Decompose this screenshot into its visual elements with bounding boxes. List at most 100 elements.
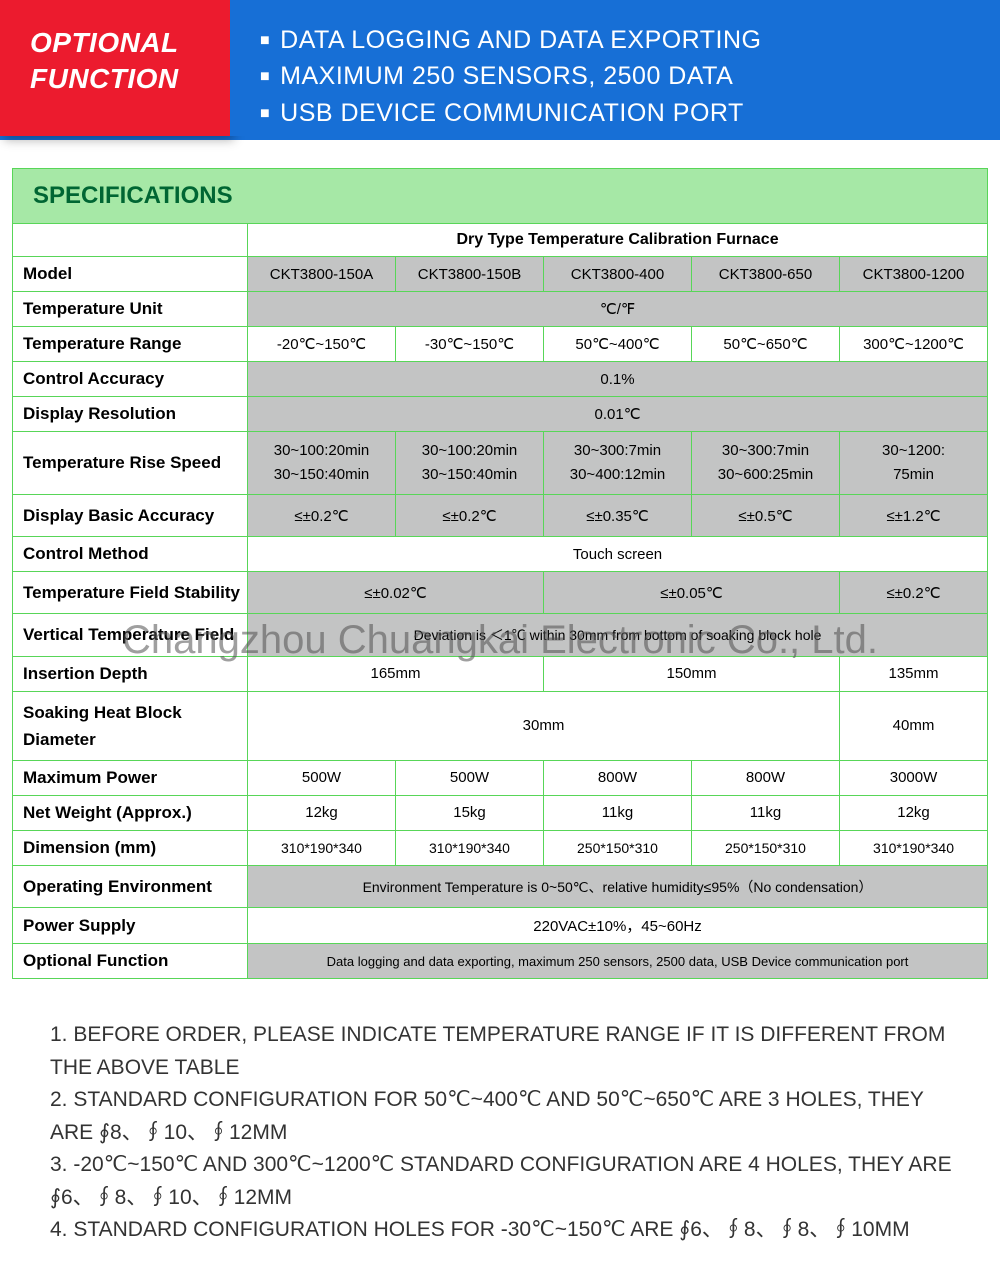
row-label: Temperature Unit	[13, 292, 248, 327]
header-left-line2: FUNCTION	[30, 61, 220, 97]
table-row: Vertical Temperature Field Deviation is …	[13, 614, 988, 656]
cell: 300℃~1200℃	[840, 327, 988, 362]
cell: 12kg	[840, 795, 988, 830]
cell: 11kg	[544, 795, 692, 830]
cell: ≤±0.2℃	[248, 495, 396, 537]
cell: 50℃~650℃	[692, 327, 840, 362]
row-label: Dimension (mm)	[13, 830, 248, 865]
cell: CKT3800-150A	[248, 257, 396, 292]
row-label: Maximum Power	[13, 760, 248, 795]
row-label: Optional Function	[13, 944, 248, 979]
cell: ≤±0.02℃	[248, 572, 544, 614]
table-row: Temperature Field Stability ≤±0.02℃ ≤±0.…	[13, 572, 988, 614]
cell: 800W	[692, 760, 840, 795]
header-left-line1: OPTIONAL	[30, 25, 220, 61]
row-label: Control Method	[13, 537, 248, 572]
cell: -20℃~150℃	[248, 327, 396, 362]
cell: ≤±0.5℃	[692, 495, 840, 537]
cell: 30~300:7min 30~400:12min	[544, 432, 692, 495]
cell: CKT3800-1200	[840, 257, 988, 292]
cell: 135mm	[840, 656, 988, 691]
table-row: Insertion Depth 165mm 150mm 135mm	[13, 656, 988, 691]
cell: 250*150*310	[544, 830, 692, 865]
row-label: Temperature Range	[13, 327, 248, 362]
table-row: Display Resolution 0.01℃	[13, 397, 988, 432]
cell: Touch screen	[248, 537, 988, 572]
row-empty-label	[13, 224, 248, 257]
cell: 40mm	[840, 691, 988, 760]
cell: CKT3800-150B	[396, 257, 544, 292]
cell: ≤±0.05℃	[544, 572, 840, 614]
note-line: 3. -20℃~150℃ AND 300℃~1200℃ STANDARD CON…	[50, 1149, 960, 1214]
spec-title: SPECIFICATIONS	[23, 176, 981, 216]
cell: ℃/℉	[248, 292, 988, 327]
note-line: 1. BEFORE ORDER, PLEASE INDICATE TEMPERA…	[50, 1019, 960, 1084]
cell: 500W	[396, 760, 544, 795]
row-label: Power Supply	[13, 908, 248, 944]
cell: 50℃~400℃	[544, 327, 692, 362]
table-row: Power Supply 220VAC±10%，45~60Hz	[13, 908, 988, 944]
cell: 30~1200: 75min	[840, 432, 988, 495]
spec-subtitle: Dry Type Temperature Calibration Furnace	[248, 224, 988, 257]
row-label: Net Weight (Approx.)	[13, 795, 248, 830]
cell: 30~100:20min 30~150:40min	[248, 432, 396, 495]
table-row: Maximum Power 500W 500W 800W 800W 3000W	[13, 760, 988, 795]
table-row: Temperature Unit ℃/℉	[13, 292, 988, 327]
cell: ≤±0.2℃	[396, 495, 544, 537]
cell: 250*150*310	[692, 830, 840, 865]
row-label: Display Resolution	[13, 397, 248, 432]
cell: 165mm	[248, 656, 544, 691]
spec-table: SPECIFICATIONS Dry Type Temperature Cali…	[12, 168, 988, 979]
table-row: Net Weight (Approx.) 12kg 15kg 11kg 11kg…	[13, 795, 988, 830]
cell: 0.1%	[248, 362, 988, 397]
cell: 220VAC±10%，45~60Hz	[248, 908, 988, 944]
header-left: OPTIONAL FUNCTION	[0, 0, 230, 136]
cell: 500W	[248, 760, 396, 795]
header-banner: OPTIONAL FUNCTION DATA LOGGING AND DATA …	[0, 0, 1000, 140]
row-label: Control Accuracy	[13, 362, 248, 397]
cell: 800W	[544, 760, 692, 795]
cell: 30~300:7min 30~600:25min	[692, 432, 840, 495]
table-row: Control Accuracy 0.1%	[13, 362, 988, 397]
table-row: Optional Function Data logging and data …	[13, 944, 988, 979]
row-label: Insertion Depth	[13, 656, 248, 691]
cell: CKT3800-650	[692, 257, 840, 292]
cell: 3000W	[840, 760, 988, 795]
header-right: DATA LOGGING AND DATA EXPORTING MAXIMUM …	[230, 0, 1000, 136]
cell: ≤±0.2℃	[840, 572, 988, 614]
cell: Environment Temperature is 0~50℃、relativ…	[248, 865, 988, 907]
header-bullet: DATA LOGGING AND DATA EXPORTING	[260, 22, 980, 58]
cell: 15kg	[396, 795, 544, 830]
table-row: Model CKT3800-150A CKT3800-150B CKT3800-…	[13, 257, 988, 292]
row-label: Soaking Heat Block Diameter	[13, 691, 248, 760]
cell: 310*190*340	[840, 830, 988, 865]
cell: -30℃~150℃	[396, 327, 544, 362]
cell: Data logging and data exporting, maximum…	[248, 944, 988, 979]
spec-section: SPECIFICATIONS Dry Type Temperature Cali…	[0, 140, 1000, 979]
cell: 30mm	[248, 691, 840, 760]
cell: 0.01℃	[248, 397, 988, 432]
table-row: Display Basic Accuracy ≤±0.2℃ ≤±0.2℃ ≤±0…	[13, 495, 988, 537]
table-row: Control Method Touch screen	[13, 537, 988, 572]
cell: 30~100:20min 30~150:40min	[396, 432, 544, 495]
cell: 12kg	[248, 795, 396, 830]
header-bullet: USB DEVICE COMMUNICATION PORT	[260, 95, 980, 131]
cell: CKT3800-400	[544, 257, 692, 292]
cell: ≤±1.2℃	[840, 495, 988, 537]
row-label: Model	[13, 257, 248, 292]
row-label: Temperature Rise Speed	[13, 432, 248, 495]
cell: 310*190*340	[396, 830, 544, 865]
cell: 150mm	[544, 656, 840, 691]
header-bullet: MAXIMUM 250 SENSORS, 2500 DATA	[260, 58, 980, 94]
table-row: Temperature Range -20℃~150℃ -30℃~150℃ 50…	[13, 327, 988, 362]
table-row: Soaking Heat Block Diameter 30mm 40mm	[13, 691, 988, 760]
table-row: Temperature Rise Speed 30~100:20min 30~1…	[13, 432, 988, 495]
cell: 11kg	[692, 795, 840, 830]
cell: 310*190*340	[248, 830, 396, 865]
row-label: Vertical Temperature Field	[13, 614, 248, 656]
note-line: 2. STANDARD CONFIGURATION FOR 50℃~400℃ A…	[50, 1084, 960, 1149]
row-label: Display Basic Accuracy	[13, 495, 248, 537]
notes-section: 1. BEFORE ORDER, PLEASE INDICATE TEMPERA…	[0, 979, 1000, 1277]
cell: Deviation is ＜1℃ within 30mm from bottom…	[248, 614, 988, 656]
cell: ≤±0.35℃	[544, 495, 692, 537]
